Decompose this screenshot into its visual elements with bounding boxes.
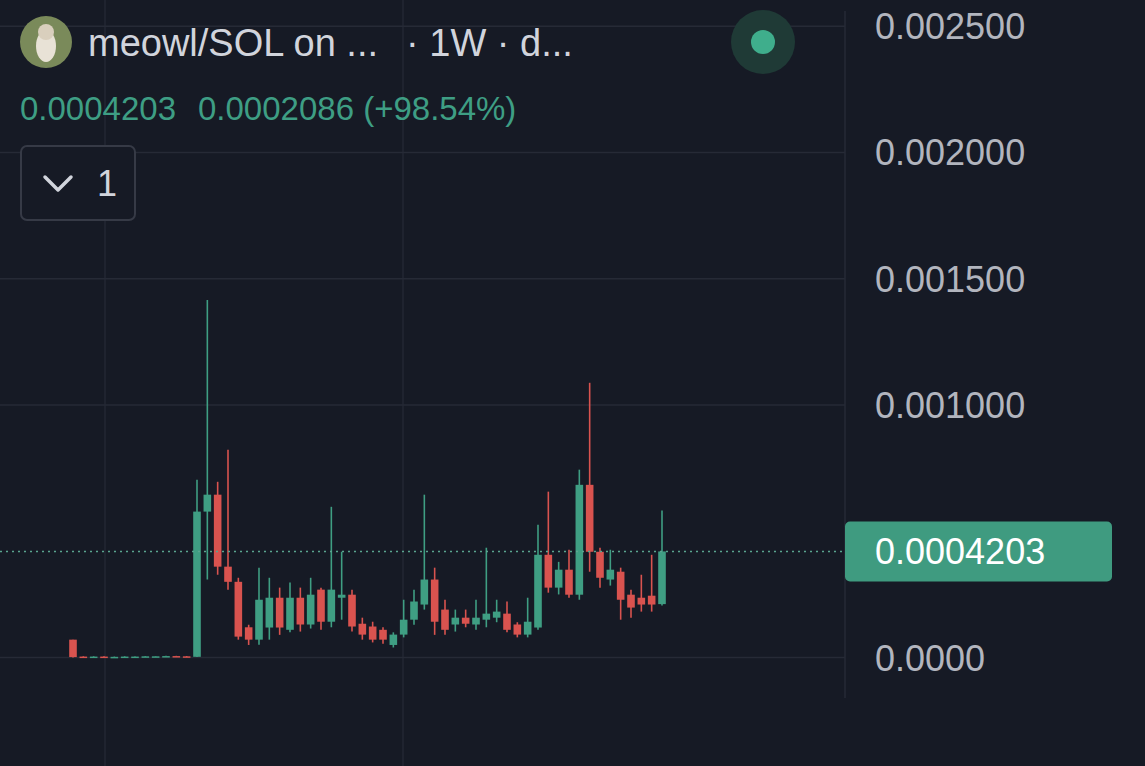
candle-body bbox=[483, 614, 491, 620]
candle-body bbox=[421, 580, 429, 605]
candle-body bbox=[348, 595, 356, 627]
candle-body bbox=[245, 627, 253, 639]
candle-body bbox=[400, 620, 408, 635]
candle-body bbox=[503, 614, 511, 630]
candles bbox=[69, 300, 666, 658]
candle-body bbox=[441, 610, 449, 630]
candle-wick bbox=[341, 552, 343, 620]
candle-body bbox=[596, 552, 604, 578]
dropdown-chevron bbox=[45, 177, 71, 190]
status-dot bbox=[751, 30, 775, 54]
candle-body bbox=[493, 612, 501, 618]
candle-body bbox=[100, 657, 108, 659]
background bbox=[0, 0, 1145, 766]
candle-body bbox=[338, 595, 346, 598]
candle-body bbox=[586, 485, 594, 552]
candle-body bbox=[390, 635, 398, 645]
title: meowl/SOL on ... bbox=[88, 22, 378, 64]
last-price-tag bbox=[845, 521, 1112, 581]
indicator-count: 1 bbox=[97, 163, 117, 204]
candle-body bbox=[658, 551, 666, 604]
candle-body bbox=[286, 598, 294, 630]
candle-body bbox=[534, 555, 542, 628]
price-change: 0.0002086 (+98.54%) bbox=[198, 90, 516, 127]
y-axis-line bbox=[844, 11, 846, 698]
last-price-label: 0.0004203 bbox=[875, 531, 1045, 572]
token-avatar-head bbox=[38, 24, 54, 40]
grid-line bbox=[0, 404, 845, 406]
candle-body bbox=[183, 656, 191, 658]
candle-body bbox=[452, 618, 460, 625]
price: 0.0004203 bbox=[20, 90, 176, 127]
token-avatar bbox=[20, 16, 72, 68]
candle-body bbox=[276, 598, 284, 628]
candle-body bbox=[173, 656, 181, 658]
candle-body bbox=[224, 567, 232, 582]
y-tick-label: 0.0000 bbox=[875, 638, 985, 679]
candle-body bbox=[214, 495, 222, 567]
y-tick-label: 0.001000 bbox=[875, 385, 1025, 426]
y-tick-label: 0.002000 bbox=[875, 132, 1025, 173]
candle-body bbox=[462, 618, 470, 624]
candle-wick bbox=[475, 600, 477, 630]
candle-body bbox=[627, 595, 635, 608]
y-tick-label: 0.001500 bbox=[875, 259, 1025, 300]
candle-wick bbox=[207, 300, 209, 580]
candle-body bbox=[111, 657, 119, 659]
candle-body bbox=[328, 590, 336, 622]
indicator-dropdown[interactable] bbox=[21, 146, 135, 220]
candle-body bbox=[565, 570, 573, 595]
subtitle: · 1W · d... bbox=[406, 22, 573, 64]
candle-body bbox=[410, 602, 418, 620]
y-tick-label: 0.002500 bbox=[875, 6, 1025, 47]
grid-line bbox=[0, 657, 845, 659]
candle-body bbox=[142, 656, 150, 658]
grid-line bbox=[0, 278, 845, 280]
candle-body bbox=[359, 624, 367, 635]
status-dot-ring bbox=[731, 10, 795, 74]
candle-body bbox=[266, 598, 274, 628]
candle-wick bbox=[610, 550, 612, 586]
candle-wick bbox=[496, 600, 498, 622]
candle-body bbox=[472, 618, 480, 625]
candle-body bbox=[297, 598, 305, 625]
candle-body bbox=[204, 495, 212, 512]
candle-body bbox=[255, 600, 263, 640]
candle-body bbox=[90, 657, 98, 659]
candle-body bbox=[307, 595, 315, 625]
candle-body bbox=[431, 580, 439, 622]
candle-wick bbox=[641, 575, 643, 612]
candle-body bbox=[235, 582, 243, 637]
candle-body bbox=[193, 512, 201, 657]
candle-body bbox=[379, 630, 387, 640]
candle-body bbox=[607, 570, 615, 580]
candle-body bbox=[131, 657, 139, 659]
candle-body bbox=[638, 598, 646, 605]
candle-body bbox=[152, 656, 160, 658]
candle-body bbox=[317, 590, 325, 622]
chart: 0.0000 0.001000 0.001500 0.002000 0.002500 0.… bbox=[0, 0, 1145, 766]
candle-body bbox=[524, 622, 532, 635]
candle-body bbox=[121, 657, 129, 659]
candle-body bbox=[514, 625, 522, 635]
candle-body bbox=[545, 555, 553, 588]
candle-body bbox=[162, 656, 170, 658]
candle-body bbox=[80, 657, 88, 659]
candle-body bbox=[617, 572, 625, 600]
candle-body bbox=[555, 570, 563, 588]
last-price-line bbox=[0, 551, 845, 553]
candle-body bbox=[576, 485, 584, 595]
candle-body bbox=[648, 596, 656, 605]
candle-body bbox=[69, 640, 77, 657]
candle-body bbox=[369, 627, 377, 640]
